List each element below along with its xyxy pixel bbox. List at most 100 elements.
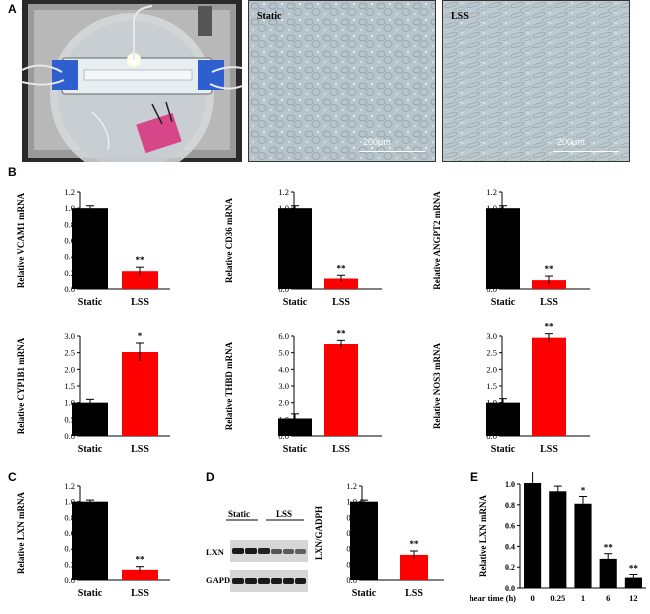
y-tick-label: 0.8	[64, 512, 75, 522]
y-tick-label: 6.0	[278, 331, 289, 341]
y-tick-label: 3.0	[278, 381, 289, 391]
x-category-label: LSS	[540, 297, 558, 308]
y-tick-label: 0.4	[505, 542, 515, 551]
significance-marker: **	[410, 539, 420, 549]
y-axis-label: Relative VCAM1 mRNA	[16, 192, 26, 288]
chart-cd36: Relative CD36 mRNA0.00.20.40.60.81.01.2S…	[224, 187, 382, 308]
blot-bands-lxn	[232, 548, 306, 554]
significance-marker: *	[581, 485, 586, 495]
y-tick-label: 1.0	[346, 497, 357, 507]
scale-text-lss: 200μm	[557, 137, 585, 147]
panel-letter-c: C	[8, 470, 17, 484]
y-axis-label: Relative CD36 mRNA	[224, 198, 234, 283]
chart-angpt2: Relative ANGPT2 mRNA0.00.20.40.60.81.01.…	[432, 187, 590, 308]
y-tick-label: 2.0	[278, 398, 289, 408]
x-category-label: 1	[581, 593, 585, 603]
bar-static	[278, 208, 312, 289]
micrograph-lss: LSS 200μm	[442, 0, 630, 162]
bar-lss	[400, 554, 428, 580]
x-category-label: LSS	[131, 588, 149, 599]
y-tick-label: 0.0	[505, 584, 515, 593]
y-tick-label: 0.2	[64, 268, 75, 278]
y-tick-label: 0.6	[64, 528, 75, 538]
x-category-label: Static	[283, 297, 308, 308]
significance-marker: **	[545, 264, 555, 274]
chart-lxn: Relative LXN mRNA 0.0 0.2 0.4 0.6 0.8 1.0 1.2 St…	[16, 481, 170, 599]
blot-group-lss: LSS	[276, 509, 292, 519]
significance-marker: **	[136, 555, 146, 565]
blot-group-static: Static	[228, 509, 250, 519]
blot-row-gapdh: GAPDH	[206, 575, 237, 585]
y-tick-label: 0.4	[64, 252, 75, 262]
bar-static	[350, 501, 378, 580]
y-tick-label: 1.2	[64, 187, 75, 197]
bar-static	[486, 208, 520, 289]
bar-static	[486, 402, 520, 436]
panel-letter-a: A	[8, 2, 17, 16]
x-category-label: LSS	[332, 444, 350, 455]
x-category-label: 0	[530, 593, 534, 603]
scale-bar-lss	[553, 151, 619, 152]
x-axis-label: Shear time (h)	[470, 593, 516, 603]
chart-nos3: Relative NOS3 mRNA0.00.51.01.52.02.53.0S…	[432, 322, 590, 455]
blot-row-lxn: LXN	[206, 547, 225, 557]
y-tick-label: 4.0	[278, 364, 289, 374]
y-tick-label: 2.0	[486, 364, 497, 374]
y-tick-label: 1.2	[64, 481, 75, 491]
y-tick-label: 0.0	[64, 575, 75, 585]
significance-marker: **	[629, 563, 639, 573]
y-tick-label: 1.0	[64, 203, 75, 213]
x-category-label: LSS	[540, 444, 558, 455]
panel-letter-d: D	[206, 470, 215, 484]
y-axis-label: LXN/GADPH	[314, 506, 324, 560]
bar-shear-12	[624, 577, 642, 588]
y-tick-label: 3.0	[64, 331, 75, 341]
y-tick-label: 1.2	[486, 187, 497, 197]
significance-marker: *	[138, 331, 143, 341]
x-category-label: Static	[78, 444, 103, 455]
bar-shear-0.25	[549, 491, 567, 588]
panel-letter-b: B	[8, 165, 17, 179]
chart-thbd: Relative THBD mRNA0.01.02.03.04.05.06.0S…	[224, 328, 382, 455]
y-tick-label: 2.5	[486, 348, 497, 358]
y-tick-label: 1.2	[278, 187, 289, 197]
y-tick-label: 1.0	[64, 398, 75, 408]
y-tick-label: 0.8	[64, 219, 75, 229]
micrograph-lss-label: LSS	[451, 11, 469, 22]
x-category-label: LSS	[131, 297, 149, 308]
y-axis-label: Relative CYP1B1 mRNA	[16, 337, 26, 434]
y-axis-label: Relative THBD mRNA	[224, 341, 234, 430]
y-axis-label: Relative LXN mRNA	[478, 495, 488, 577]
bar-static	[278, 418, 312, 436]
bar-lss	[122, 271, 158, 289]
x-category-label: LSS	[332, 297, 350, 308]
chart-cyp1b1: Relative CYP1B1 mRNA 0.0 0.5 1.0 1.5 2.0 2.5 3.…	[16, 331, 170, 455]
bar-lss	[532, 280, 566, 289]
x-category-label: Static	[491, 297, 516, 308]
x-category-label: Static	[283, 444, 308, 455]
significance-marker: **	[604, 543, 614, 553]
chart-vcam1: Relative VCAM1 mRNA 0.0 0.2 0.4 0.6 0.8 1.0 1.2…	[16, 187, 170, 308]
bar-lss	[122, 569, 158, 580]
x-category-label: Static	[491, 444, 516, 455]
x-category-label: LSS	[405, 588, 423, 599]
bar-static	[72, 402, 108, 436]
y-axis-label: Relative ANGPT2 mRNA	[432, 191, 442, 290]
significance-marker: **	[136, 255, 146, 265]
y-tick-label: 0.8	[505, 501, 515, 510]
y-tick-label: 0.6	[505, 522, 515, 531]
chart-shear-time: Relative LXN mRNA 0.0 0.2 0.4 0.6 0.8 1.0 0 0.25…	[470, 472, 646, 603]
chart-lxn-gapdh: LXN/GADPH0.00.20.40.60.81.01.2Static**LS…	[314, 481, 444, 599]
x-category-label: Static	[352, 588, 377, 599]
y-tick-label: 1.5	[486, 381, 497, 391]
significance-marker: **	[337, 263, 347, 273]
bar-lss	[324, 278, 358, 289]
bar-static	[72, 501, 108, 580]
y-tick-label: 1.0	[505, 480, 515, 489]
y-axis-label: Relative NOS3 mRNA	[432, 343, 442, 429]
x-category-label: Static	[78, 588, 103, 599]
blot-bands-gapdh	[232, 578, 306, 584]
bar-shear-0	[524, 482, 542, 588]
y-tick-label: 0.4	[64, 544, 75, 554]
bar-shear-1	[574, 503, 592, 588]
